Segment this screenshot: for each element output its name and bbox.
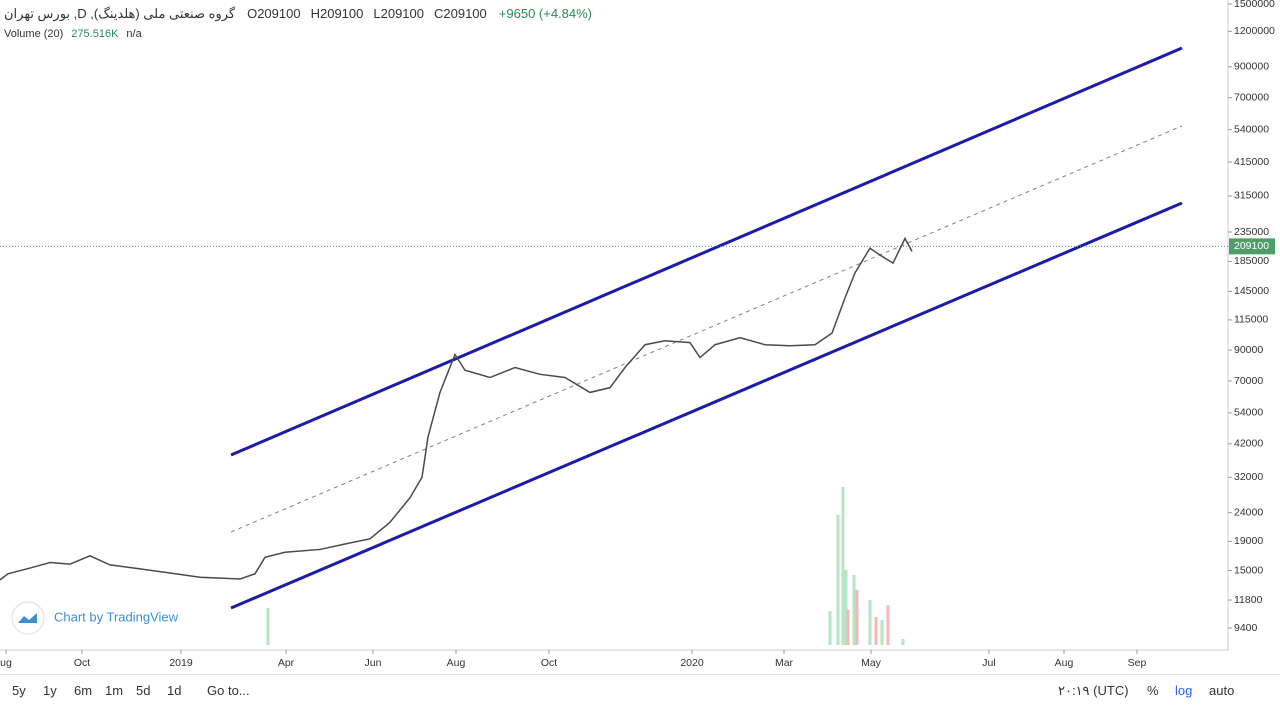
y-tick-label: 32000 [1234,471,1263,483]
ohlc-value: 209100 [257,6,301,21]
range-btn[interactable]: 5d [136,683,151,698]
x-tick-label: Sep [1128,657,1147,669]
volume-bar [874,617,878,645]
price-line [0,236,913,581]
range-btn[interactable]: 1y [43,683,57,698]
ohlc-label: O [247,6,258,21]
y-tick-label: 15000 [1234,564,1263,576]
y-tick-label: 42000 [1234,438,1263,450]
y-tick-label: 11800 [1234,594,1263,606]
volume-value: 275.516K [71,28,119,40]
watermark: Chart by TradingView [11,601,179,635]
volume-bar [266,607,270,645]
volume-bar [836,514,840,645]
y-tick-label: 415000 [1234,156,1269,168]
volume-bar [841,486,845,645]
watermark-text: Chart by TradingView [54,609,179,624]
y-tick-label: 54000 [1234,407,1263,419]
x-tick-label: Oct [74,657,90,669]
y-tick-label: 700000 [1234,91,1269,103]
last-price-box [1229,238,1275,255]
y-tick-label: 1200000 [1234,25,1275,37]
x-tick-label: May [861,657,882,669]
volume-na: n/a [126,28,142,40]
ohlc-label: C [434,6,444,21]
y-tick-label: 315000 [1234,190,1269,202]
ohlc-label: L [373,6,381,21]
channel-bottom [230,201,1183,610]
volume-bar [901,638,905,645]
toolbar: ٢٠:١٩ (UTC) % log auto Go to... 5y 1y 6m 1m… [0,674,1280,708]
x-tick-label: ug [0,657,12,669]
x-tick-label: Aug [1055,657,1074,669]
volume-bar [855,589,859,645]
volume-bar [886,605,890,645]
legend-header: گروه صنعتی ملی (هلدینگ), D, بورس تهران O… [4,6,592,22]
ohlc-label: H [310,6,320,21]
volume-label: Volume (20) [4,28,64,40]
volume-bar [844,569,848,645]
volume-bar [868,600,872,645]
percent-btn[interactable]: % [1147,683,1159,698]
last-price-label: 209100 [1234,240,1269,252]
ohlc-item: H209100 [311,6,364,22]
volume-bar [828,611,832,645]
y-tick-label: 90000 [1234,344,1263,356]
y-tick-label: 235000 [1234,226,1269,238]
y-tick-label: 115000 [1234,314,1268,326]
volume-bar [852,575,856,645]
y-tick-label: 24000 [1234,506,1263,518]
ohlc-item: O209100 [247,6,301,22]
ohlc-item: C209100 [434,6,487,22]
y-tick-label: 9400 [1234,622,1258,634]
range-btn[interactable]: 6m [74,683,93,698]
x-tick-label: Jun [365,657,382,669]
range-btn[interactable]: 1m [105,683,124,698]
x-tick-label: 2019 [169,657,193,669]
x-tick-label: Jul [982,657,995,669]
goto-btn[interactable]: Go to... [207,683,250,698]
change: +9650 (+4.84%) [498,6,593,21]
y-tick-label: 19000 [1234,535,1263,547]
x-tick-label: Oct [541,657,557,669]
y-tick-label: 900000 [1234,61,1269,73]
ohlc: O209100 H209100 L209100 C209100 [247,6,487,22]
range-btn[interactable]: 5y [12,683,26,698]
ohlc-item: L209100 [373,6,424,22]
ohlc-value: 209100 [380,6,424,21]
volume-legend: Volume (20) 275.516K n/a [4,28,142,40]
channel-mid [230,125,1183,533]
y-tick-label: 185000 [1234,255,1269,267]
time: ٢٠:١٩ (UTC) [1058,683,1129,698]
y-tick-label: 540000 [1234,123,1269,135]
x-tick-label: Apr [278,657,295,669]
range-btn[interactable]: 1d [167,683,182,698]
volume-bar [880,619,884,645]
ohlc-value: 209100 [443,6,487,21]
y-tick-label: 145000 [1234,285,1269,297]
auto-btn[interactable]: auto [1209,683,1235,698]
ohlc-value: 209100 [319,6,364,21]
y-tick-label: 1500000 [1234,0,1275,10]
log-btn[interactable]: log [1175,683,1193,698]
volume-bar [846,609,850,645]
channel-top [230,46,1183,457]
x-tick-label: Mar [775,657,794,669]
symbol-title: گروه صنعتی ملی (هلدینگ), D, بورس تهران [4,6,236,21]
y-tick-label: 70000 [1234,375,1263,387]
x-tick-label: 2020 [680,657,704,669]
chart: Chart by TradingView 1500000 1200000 90000… [0,0,1275,669]
x-tick-label: Aug [447,657,466,669]
